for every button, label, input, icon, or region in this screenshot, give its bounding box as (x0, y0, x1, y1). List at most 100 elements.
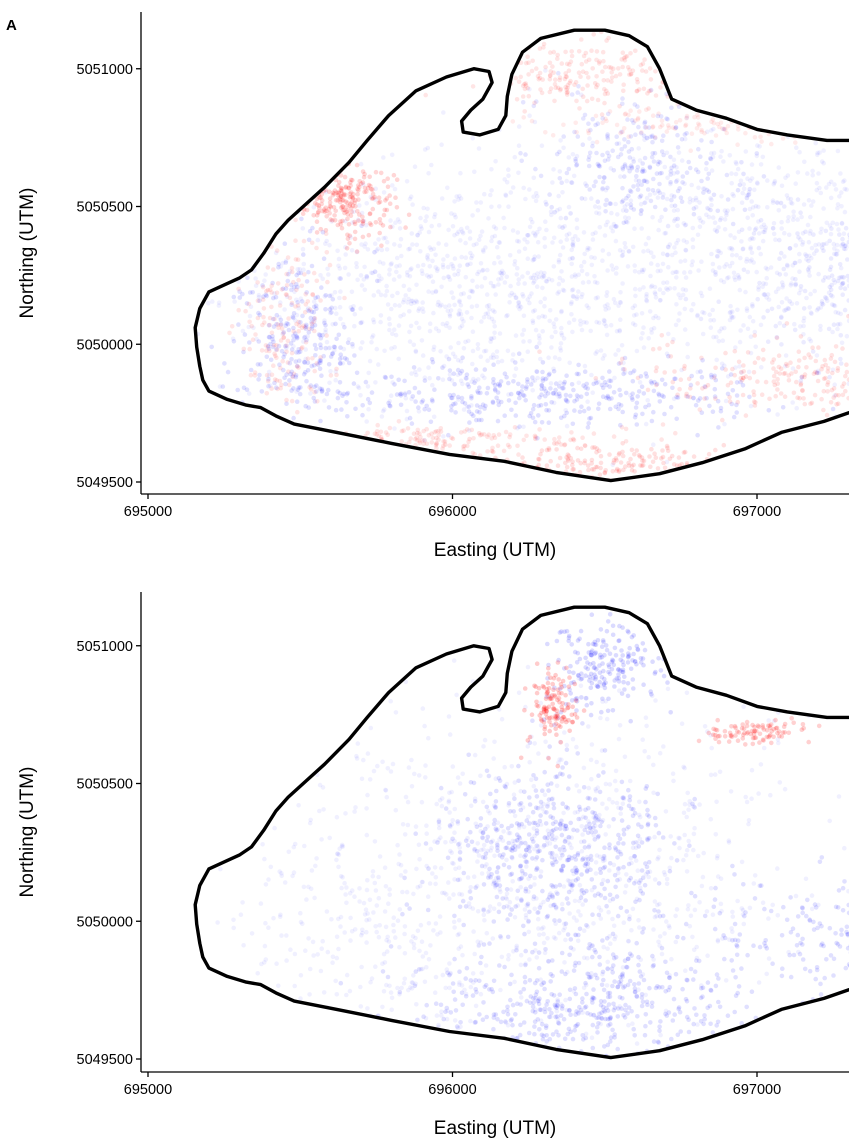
point-blue (407, 329, 412, 335)
point-blue (817, 87, 822, 92)
point-blue (708, 772, 714, 778)
point-blue (699, 410, 705, 416)
point-blue (536, 254, 541, 259)
point-blue (744, 259, 749, 264)
point-blue (784, 193, 790, 198)
point-blue (407, 196, 413, 202)
point-blue (395, 290, 400, 296)
point-blue (666, 264, 671, 270)
point-blue (530, 407, 536, 412)
point-blue (821, 206, 826, 211)
point-red (323, 228, 329, 233)
point-red (793, 369, 798, 375)
point-blue (352, 894, 357, 899)
point-blue (506, 204, 511, 209)
point-blue (447, 392, 453, 398)
point-blue (401, 297, 407, 303)
point-blue (819, 245, 825, 251)
point-blue (580, 832, 585, 837)
point-blue (646, 235, 651, 241)
point-blue (829, 93, 835, 98)
point-blue (634, 896, 640, 902)
point-blue (824, 298, 830, 304)
point-red (302, 175, 308, 180)
point-blue (569, 312, 574, 317)
point-red (278, 322, 284, 328)
point-blue (642, 121, 647, 126)
point-blue (302, 335, 307, 340)
point-blue (308, 391, 313, 396)
point-red (641, 86, 647, 92)
point-blue (814, 353, 820, 358)
point-red (551, 23, 556, 28)
point-blue (620, 281, 625, 286)
point-blue (398, 393, 404, 398)
point-blue (506, 167, 511, 172)
point-blue (748, 334, 754, 340)
point-blue (496, 398, 501, 404)
point-red (623, 464, 628, 469)
point-blue (364, 273, 370, 279)
point-blue (717, 329, 722, 334)
point-blue (231, 339, 237, 344)
point-blue (458, 291, 464, 297)
point-blue (680, 287, 686, 292)
point-blue (443, 985, 449, 991)
point-blue (680, 90, 685, 96)
point-blue (466, 404, 472, 410)
point-blue (563, 408, 568, 413)
point-blue (758, 162, 764, 167)
point-blue (783, 175, 788, 181)
point-blue (266, 383, 271, 389)
point-blue (690, 198, 696, 203)
point-blue (364, 201, 370, 206)
point-blue (710, 409, 716, 415)
point-blue (725, 208, 730, 213)
point-red (263, 443, 268, 448)
point-blue (409, 757, 414, 763)
point-blue (770, 198, 776, 203)
point-blue (558, 341, 564, 346)
point-blue (288, 371, 293, 377)
point-red (293, 304, 298, 309)
point-blue (476, 237, 482, 242)
point-blue (475, 841, 481, 846)
point-blue (486, 216, 491, 221)
point-blue (603, 307, 608, 312)
point-blue (702, 724, 708, 729)
point-blue (525, 233, 530, 238)
point-red (743, 130, 748, 136)
point-blue (441, 363, 447, 369)
point-red (717, 124, 722, 130)
point-blue (629, 166, 635, 171)
point-red (563, 460, 568, 466)
point-blue (697, 215, 702, 221)
point-red (620, 50, 626, 55)
point-blue (656, 159, 661, 165)
point-red (376, 195, 382, 200)
point-blue (569, 382, 575, 387)
point-blue (708, 156, 713, 161)
point-red (775, 387, 780, 392)
point-red (620, 64, 625, 70)
point-red (470, 450, 476, 456)
point-blue (455, 357, 461, 363)
point-blue (672, 376, 677, 382)
point-blue (458, 196, 464, 201)
point-red (342, 210, 347, 216)
point-blue (621, 220, 627, 226)
point-blue (614, 224, 619, 229)
point-red (327, 211, 332, 216)
point-red (586, 75, 591, 80)
point-blue (668, 169, 674, 174)
point-red (582, 458, 588, 464)
point-blue (822, 98, 827, 104)
point-blue (273, 294, 279, 300)
point-blue (385, 302, 391, 307)
point-blue (815, 152, 820, 158)
point-blue (640, 331, 645, 336)
point-blue (517, 395, 522, 401)
point-blue (788, 283, 794, 288)
point-red (403, 225, 408, 230)
point-blue (570, 152, 576, 157)
